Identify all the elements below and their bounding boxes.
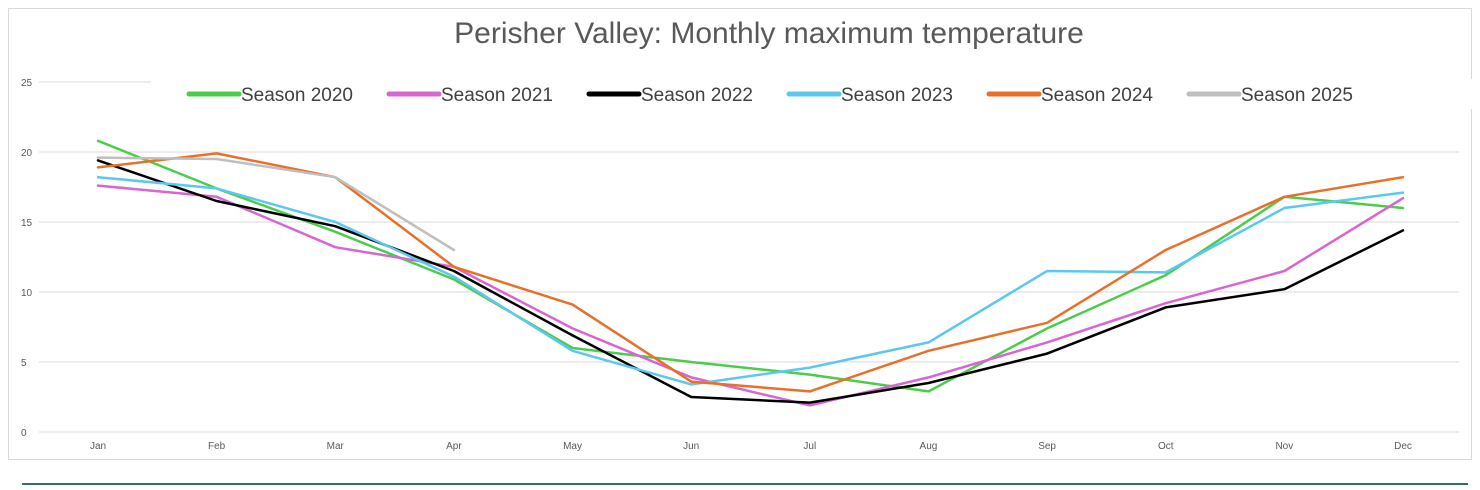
y-tick-label: 5 — [21, 358, 27, 369]
x-tick-label: Dec — [1394, 441, 1412, 452]
chart-container: Perisher Valley: Monthly maximum tempera… — [8, 8, 1473, 460]
grid-lines — [39, 81, 1459, 433]
series-line-season-2023 — [96, 175, 1405, 386]
y-axis: 0 5 10 15 20 25 — [21, 78, 33, 439]
chart-title: Perisher Valley: Monthly maximum tempera… — [454, 17, 1084, 50]
line-chart: Perisher Valley: Monthly maximum tempera… — [21, 17, 1473, 452]
series-line-season-2022 — [96, 159, 1405, 404]
x-tick-label: Mar — [327, 441, 345, 452]
legend: Season 2020 Season 2021 Season 2022 Season … — [151, 79, 1473, 109]
x-tick-label: Oct — [1158, 441, 1174, 452]
legend-label: Season 2020 — [241, 85, 353, 106]
x-tick-label: Nov — [1275, 441, 1293, 452]
y-tick-label: 10 — [21, 288, 33, 299]
y-tick-label: 0 — [21, 428, 27, 439]
x-tick-label: Sep — [1038, 441, 1056, 452]
x-tick-label: Jan — [90, 441, 106, 452]
legend-label: Season 2024 — [1041, 85, 1153, 106]
legend-label: Season 2025 — [1241, 85, 1353, 106]
series-line-season-2021 — [96, 184, 1405, 407]
y-tick-label: 20 — [21, 148, 33, 159]
x-tick-label: Aug — [920, 441, 938, 452]
x-tick-label: Feb — [208, 441, 226, 452]
series-lines — [96, 139, 1405, 407]
divider — [22, 483, 1468, 485]
series-line-season-2020 — [96, 139, 1405, 393]
legend-label: Season 2023 — [841, 85, 953, 106]
legend-label: Season 2021 — [441, 85, 553, 106]
x-tick-label: May — [563, 441, 582, 452]
series-line-season-2024 — [96, 152, 1405, 393]
x-tick-label: Jun — [683, 441, 699, 452]
y-tick-label: 15 — [21, 218, 33, 229]
y-tick-label: 25 — [21, 78, 33, 89]
x-tick-label: Apr — [446, 441, 462, 452]
legend-label: Season 2022 — [641, 85, 753, 106]
series-line-season-2025 — [96, 156, 456, 252]
x-axis: Jan Feb Mar Apr May Jun Jul Aug Sep Oct Nov Dec — [90, 441, 1412, 452]
x-tick-label: Jul — [803, 441, 816, 452]
